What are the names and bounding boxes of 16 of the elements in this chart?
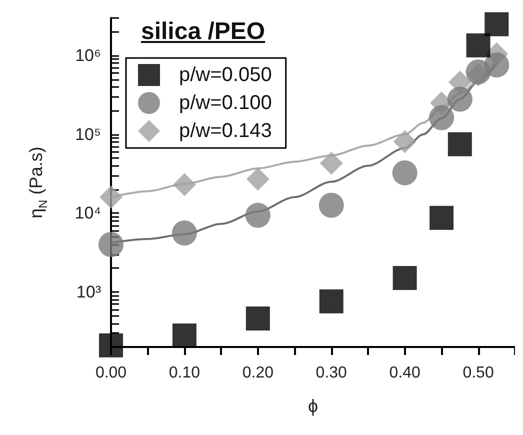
y-tick-label: 10⁶ (75, 46, 101, 66)
y-tick-label: 10⁵ (75, 124, 101, 144)
legend-label: p/w=0.100 (179, 92, 272, 114)
x-tick-label: 0.40 (389, 364, 420, 382)
legend-label: p/w=0.143 (179, 120, 272, 142)
x-tick-label: 0.10 (168, 364, 200, 382)
y-axis-title: ηN (Pa.s) (26, 146, 50, 218)
x-tick-label: 0.20 (242, 364, 274, 382)
x-tick-label: 0.00 (95, 364, 127, 382)
x-tick-label: 0.30 (316, 364, 348, 382)
x-tick-label: 0.50 (462, 364, 494, 382)
legend-label: p/w=0.050 (179, 64, 272, 86)
y-tick-label: 10⁴ (74, 204, 101, 223)
x-axis-title: ϕ (308, 396, 318, 416)
y-tick-label: 10³ (76, 282, 102, 302)
legend-title: silica /PEO (141, 18, 266, 46)
